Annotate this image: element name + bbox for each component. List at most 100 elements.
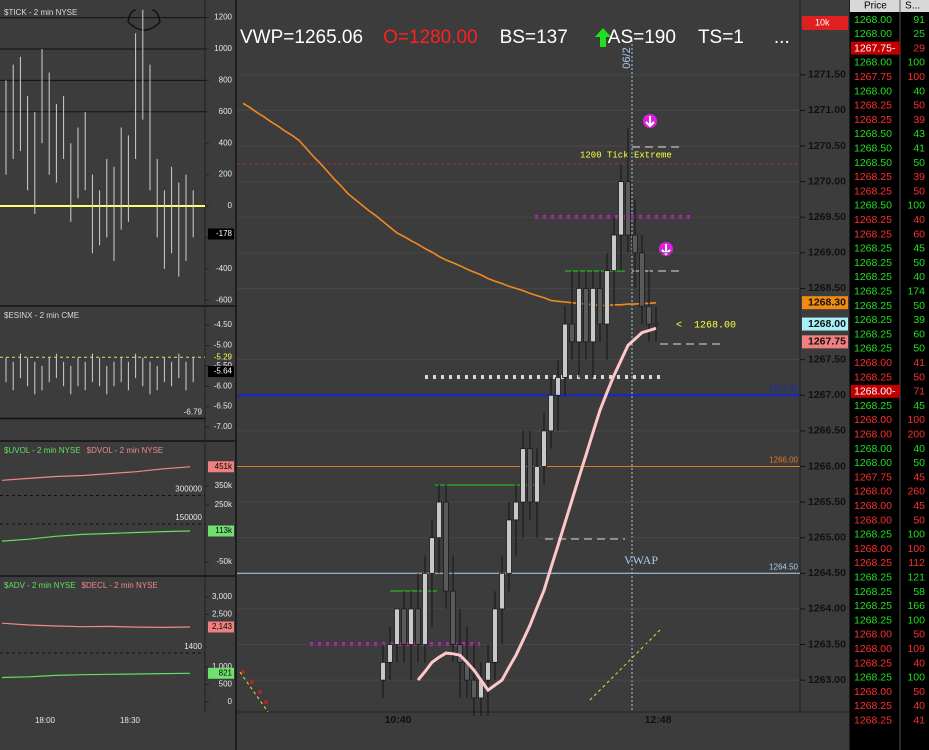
- candle-body: [611, 234, 617, 272]
- y-tick-label: -400: [216, 264, 233, 273]
- trade-size: 58: [913, 586, 925, 598]
- y-tick-label: 400: [219, 138, 233, 147]
- trade-size: 40: [913, 700, 925, 712]
- trade-price: 1268.00: [854, 443, 892, 455]
- candle-body: [618, 181, 624, 236]
- value-marker-label: 113k: [215, 526, 233, 535]
- panel-title: $TICK - 2 min NYSE: [4, 8, 77, 17]
- trade-price: 1268.25: [854, 672, 892, 684]
- y-tick-label: 1267.50: [808, 353, 846, 365]
- ladder-header: [850, 0, 929, 12]
- y-tick-label: 1264.00: [808, 603, 846, 615]
- trade-size: 50: [913, 457, 925, 469]
- uvol-panel: [0, 442, 235, 575]
- trade-price: 1268.25: [854, 571, 892, 583]
- trade-size: 41: [913, 357, 925, 369]
- y-tick-label: 0: [228, 697, 233, 706]
- value-marker-label: 821: [219, 668, 233, 677]
- candle-body: [429, 537, 435, 574]
- indicator-line: [1, 622, 191, 629]
- y-tick-label: 1271.50: [808, 69, 846, 81]
- highlight-row: [851, 384, 900, 398]
- header-stat: TS=1: [698, 27, 744, 48]
- trade-price: 1268.25: [854, 214, 892, 226]
- trade-size: 50: [913, 157, 925, 169]
- trade-price: 1268.50: [854, 142, 892, 154]
- price-marker-label: 1267.75: [808, 336, 846, 348]
- trend-line: [239, 671, 269, 713]
- candle-body: [513, 501, 519, 521]
- trade-price: 1268.00: [854, 85, 892, 97]
- trade-price: 1268.25: [854, 714, 892, 726]
- trade-price: 1268.25: [854, 100, 892, 112]
- y-tick-label: -4.50: [214, 320, 233, 329]
- y-tick-label: 800: [219, 76, 233, 85]
- annotation: 1200 Tick Extreme: [580, 150, 672, 160]
- reference-label: 150000: [175, 513, 202, 522]
- trade-size: 112: [908, 557, 925, 569]
- trade-size: 100: [907, 57, 925, 69]
- candle-body: [534, 466, 540, 503]
- value-marker-label: 2,143: [212, 622, 233, 631]
- y-tick-label: -600: [216, 295, 233, 304]
- trade-size: 45: [913, 471, 925, 483]
- price-level-label: 1267.00: [769, 384, 798, 393]
- trade-price: 1267.75-: [854, 42, 896, 54]
- y-tick-label: 2,500: [212, 610, 233, 619]
- signal-dot: [264, 700, 268, 704]
- trade-size: 60: [913, 328, 925, 340]
- trade-price: 1268.25: [854, 257, 892, 269]
- signal-dot: [241, 670, 245, 674]
- value-marker: [208, 667, 234, 679]
- trade-price: 1268.00: [854, 428, 892, 440]
- trade-size: 40: [913, 85, 925, 97]
- trade-price: 1268.00: [854, 57, 892, 69]
- candle-body: [576, 288, 582, 343]
- trade-size: 40: [913, 271, 925, 283]
- trade-size: 40: [913, 443, 925, 455]
- drawn-arc: [127, 21, 161, 31]
- trade-price: 1268.25: [854, 400, 892, 412]
- trade-price: 1268.25: [854, 371, 892, 383]
- indicator-line: [1, 672, 191, 679]
- trade-price: 1268.00: [854, 643, 892, 655]
- candle-body: [583, 288, 589, 343]
- left-time-axis: [0, 712, 235, 750]
- candle-body: [604, 270, 610, 325]
- candle-body: [639, 252, 645, 307]
- trade-price: 1268.25: [854, 529, 892, 541]
- trade-price: 1268.50: [854, 200, 892, 212]
- trade-price: 1268.00: [854, 457, 892, 469]
- trade-size: 109: [907, 643, 925, 655]
- y-tick-label: 200: [219, 170, 233, 179]
- candle-body: [408, 608, 414, 645]
- y-tick-label: 1000: [214, 44, 232, 53]
- indicator-line: [1, 530, 191, 542]
- y-tick-label: -5.00: [214, 341, 233, 350]
- panel-title: $DVOL - 2 min NYSE: [87, 446, 164, 455]
- reference-label: 1400: [184, 642, 202, 651]
- trade-size: 100: [907, 200, 925, 212]
- candle-body: [590, 288, 596, 343]
- trade-price: 1267.75: [854, 71, 892, 83]
- trade-size: 45: [913, 500, 925, 512]
- indicator-line: [1, 466, 191, 481]
- price-marker-label: 1268.30: [808, 296, 846, 308]
- candle-body: [394, 608, 400, 645]
- value-marker: [208, 525, 234, 537]
- trade-size: 50: [913, 185, 925, 197]
- trade-size: 50: [913, 343, 925, 355]
- trade-size: 50: [913, 514, 925, 526]
- candle-body: [387, 644, 393, 663]
- trade-price: 1268.25: [854, 171, 892, 183]
- price-marker: [802, 335, 848, 349]
- price-level-label: 1264.50: [769, 562, 798, 571]
- panel-title: $DECL - 2 min NYSE: [82, 581, 158, 590]
- y-tick-label: 3,000: [212, 592, 233, 601]
- trade-price: 1268.00: [854, 543, 892, 555]
- adv-panel: [0, 577, 235, 712]
- trade-size: 41: [913, 142, 925, 154]
- trend-line: [589, 629, 661, 701]
- trade-price: 1268.00-: [854, 386, 896, 398]
- y-tick-label: 1269.50: [808, 211, 846, 223]
